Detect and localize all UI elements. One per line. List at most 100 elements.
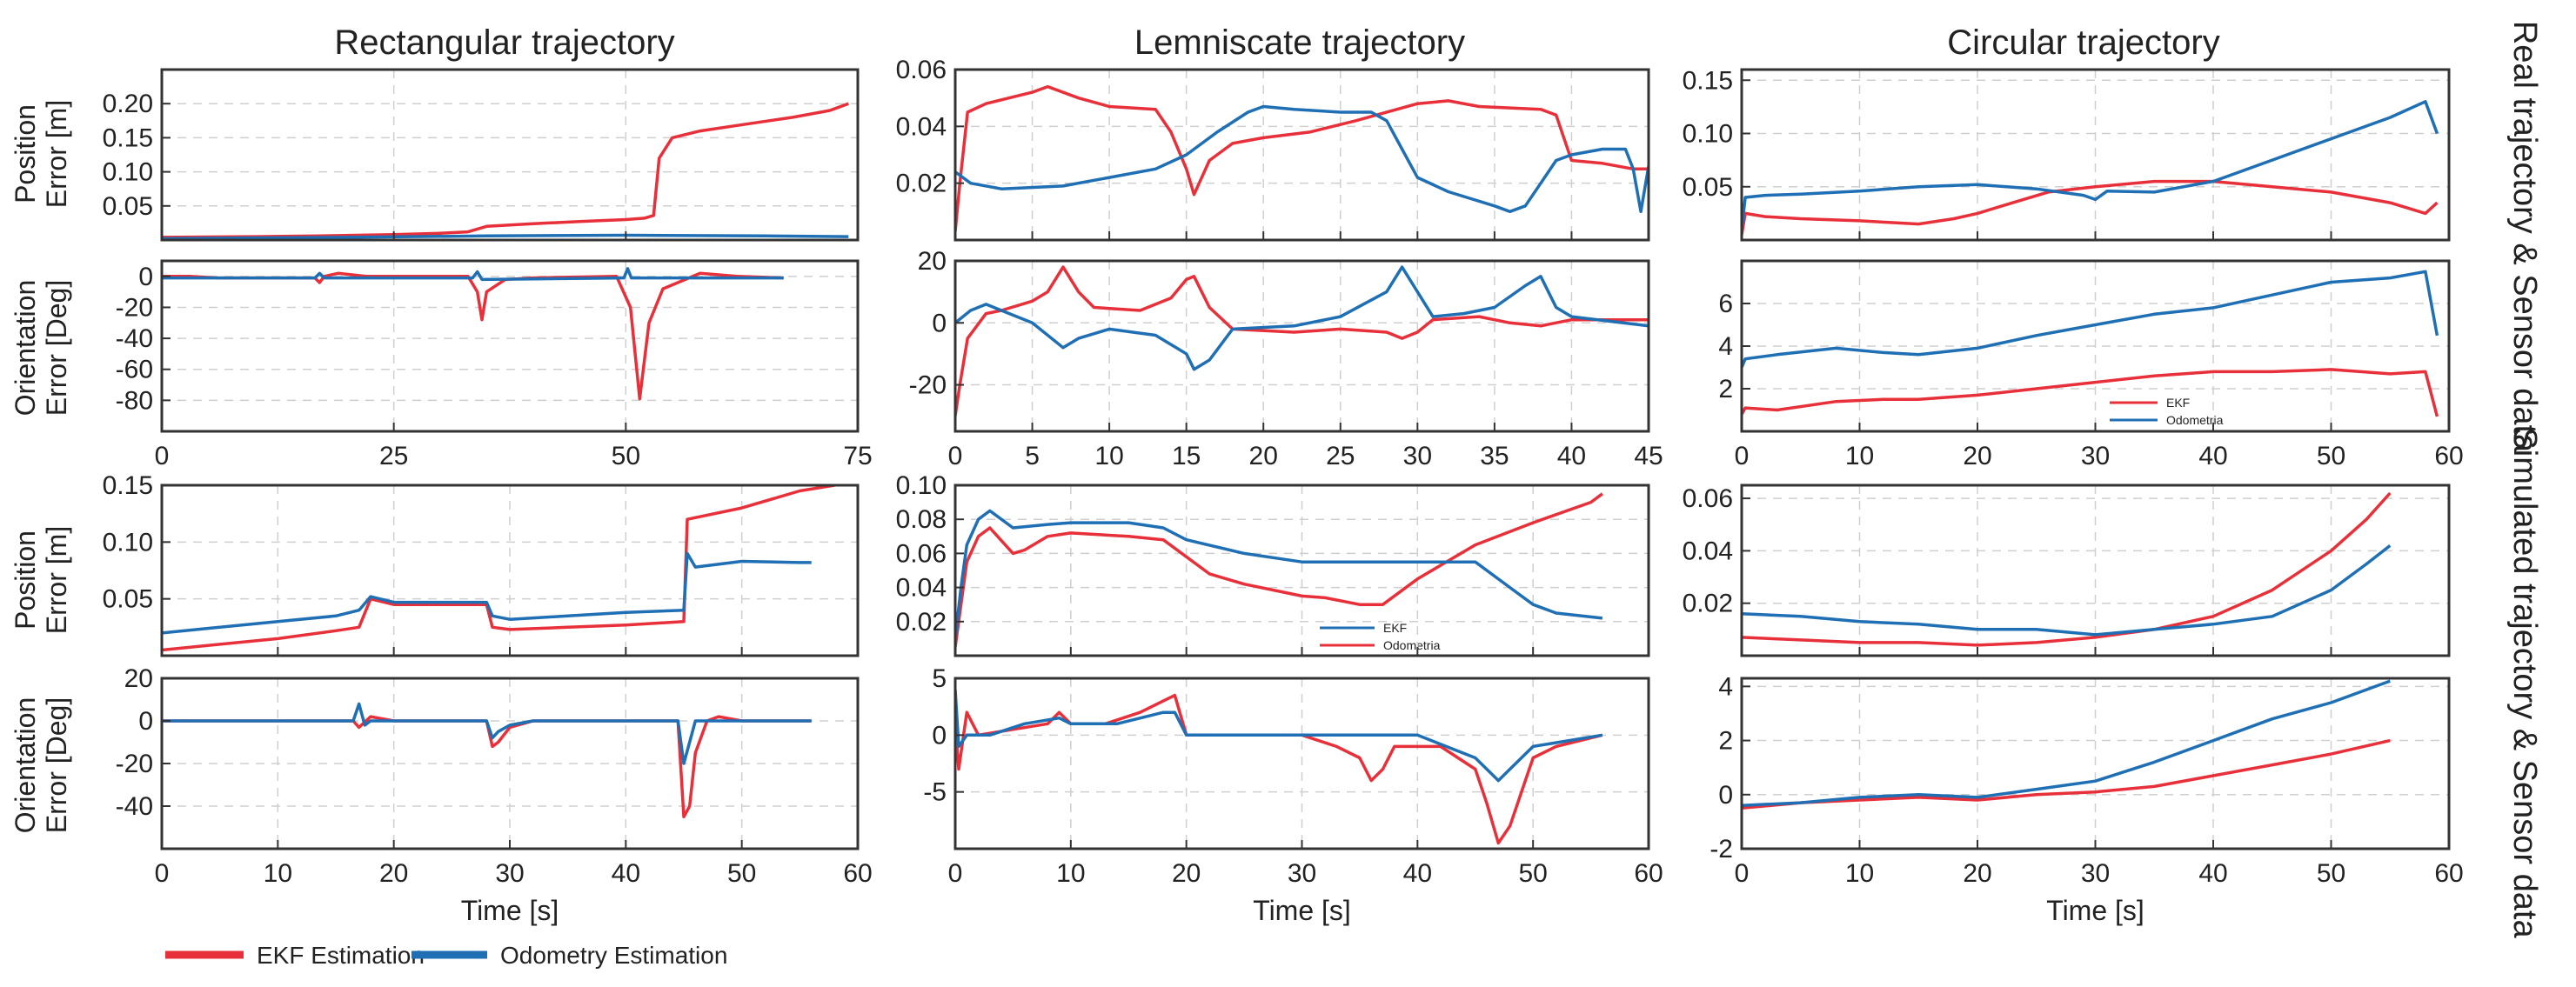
y-tick-label: 0.04: [896, 112, 947, 141]
series-line-odometry: [1742, 270, 2439, 369]
y-tick-label: 0: [932, 721, 947, 750]
y-tick-label: 0: [932, 309, 947, 337]
grid: [955, 69, 1649, 240]
x-tick-label: 60: [843, 859, 872, 888]
series-line-ekf: [1742, 179, 2439, 236]
figure-legend: EKF Estimation Odometry Estimation: [165, 942, 727, 969]
y-tick-label: 2: [1718, 375, 1733, 403]
inset-legend-circ-real: EKF Odometria: [2110, 396, 2224, 427]
plot-frame: [953, 259, 1650, 433]
grid: [955, 484, 1649, 656]
x-tick-label: 20: [379, 859, 408, 888]
x-tick-label: 40: [1557, 442, 1586, 470]
chart-panel-lem-real-pos: 0.02 0.04 0.06: [896, 56, 1650, 242]
y-tick-label: 5: [932, 664, 947, 693]
series-line-ekf: [955, 693, 1603, 845]
y-tick-label: 0.06: [896, 56, 947, 84]
x-tick-label: 0: [1735, 859, 1750, 888]
y-tick-label: -80: [116, 386, 153, 415]
x-tick-label: 75: [843, 442, 872, 470]
y-tick-label: 0.02: [896, 170, 947, 198]
grid: [1742, 485, 2449, 656]
y-tick-label: 0.10: [103, 528, 153, 557]
inset-legend-lem-sim: EKF Odometria: [1320, 621, 1441, 652]
inset-legend-ekf-label: EKF: [2166, 396, 2190, 410]
y-tick-label: 0.04: [896, 574, 947, 603]
x-tick-label: 25: [379, 442, 408, 470]
x-tick-label: 0: [1735, 442, 1750, 470]
grid: [162, 677, 858, 849]
y-tick-label: 0: [138, 707, 153, 736]
ylabel-line-2: Error [m]: [41, 100, 72, 208]
series-line-ekf: [162, 715, 812, 819]
series-line-odometry: [162, 267, 784, 282]
x-tick-label: 40: [1403, 859, 1432, 888]
series-line-odometry: [955, 265, 1649, 371]
ylabel-line-1: Orientation: [10, 280, 41, 417]
y-tick-label: 0.06: [1683, 484, 1733, 513]
y-tick-label: 0.05: [103, 192, 153, 221]
chart-panel-circ-real-pos: 0.05 0.10 0.15: [1683, 66, 2451, 242]
x-tick-label: 15: [1172, 442, 1201, 470]
plot-frame: [160, 259, 860, 433]
y-tick-label: 0.04: [1683, 537, 1733, 565]
column-title-lemniscate: Lemniscate trajectory: [1134, 23, 1465, 62]
series-line-ekf: [1742, 491, 2392, 647]
y-tick-label: -5: [923, 778, 947, 807]
grid: [162, 261, 858, 431]
ylabel-line-1: Position: [10, 104, 41, 203]
x-tick-label: 40: [612, 859, 640, 888]
x-tick-label: 10: [264, 859, 292, 888]
x-tick-label: 50: [2317, 442, 2345, 470]
y-tick-label: 0.10: [103, 158, 153, 187]
grid: [955, 677, 1649, 849]
x-tick-label: 50: [1518, 859, 1547, 888]
series-line-odometry: [1742, 679, 2391, 807]
ylabel-line-2: Error [Deg]: [41, 280, 72, 416]
series-line-ekf: [162, 102, 849, 239]
y-tick-label: 20: [124, 664, 153, 693]
series-line-odometry: [162, 551, 812, 635]
series-line-ekf: [162, 485, 835, 652]
y-tick-label: 0.10: [896, 471, 947, 500]
x-tick-label: 0: [155, 442, 170, 470]
series-line-odometry: [955, 104, 1649, 214]
x-tick-label: 0: [948, 442, 963, 470]
y-tick-label: 6: [1718, 290, 1733, 318]
x-tick-label: 20: [1249, 442, 1278, 470]
y-tick-label: 4: [1718, 332, 1733, 361]
x-tick-label: 20: [1963, 442, 1991, 470]
grid: [1742, 70, 2449, 240]
grid: [162, 70, 858, 240]
x-tick-label: 10: [1845, 859, 1874, 888]
x-tick-label: 0: [155, 859, 170, 888]
x-tick-label: 30: [2081, 442, 2110, 470]
ylabel-rect-sim-ori: Orientation Error [Deg]: [10, 697, 72, 834]
series-line-ekf: [1742, 368, 2439, 417]
series-line-odometry: [955, 509, 1603, 639]
x-tick-label: 35: [1480, 442, 1509, 470]
y-tick-label: -40: [116, 792, 153, 821]
plot-frame: [953, 68, 1650, 242]
series-line-ekf: [162, 271, 784, 401]
series-line-ekf: [955, 492, 1603, 648]
y-tick-label: 0.05: [103, 585, 153, 614]
x-tick-label: 60: [2434, 442, 2463, 470]
ylabel-rect-real-ori: Orientation Error [Deg]: [10, 280, 72, 417]
y-tick-label: -2: [1710, 835, 1733, 864]
x-axis-label: Time [s]: [2046, 895, 2144, 926]
grid: [1742, 261, 2449, 431]
y-tick-label: -60: [116, 356, 153, 384]
y-tick-label: -20: [116, 750, 153, 778]
x-tick-label: 20: [1172, 859, 1201, 888]
chart-panel-rect-sim-pos: 0.05 0.10 0.15: [103, 471, 860, 657]
column-title-circular: Circular trajectory: [1947, 23, 2219, 62]
inset-legend-odometry-label: Odometria: [1383, 638, 1441, 652]
y-tick-label: 0.10: [1683, 120, 1733, 149]
y-tick-label: 0.15: [1683, 66, 1733, 95]
x-tick-label: 20: [1963, 859, 1991, 888]
chart-panel-rect-sim-ori: 20 0 -20 -40 0 10 20 30 40 50 60 Time [s]: [116, 664, 873, 926]
series-line-odometry: [1742, 100, 2439, 230]
x-tick-label: 30: [1403, 442, 1432, 470]
